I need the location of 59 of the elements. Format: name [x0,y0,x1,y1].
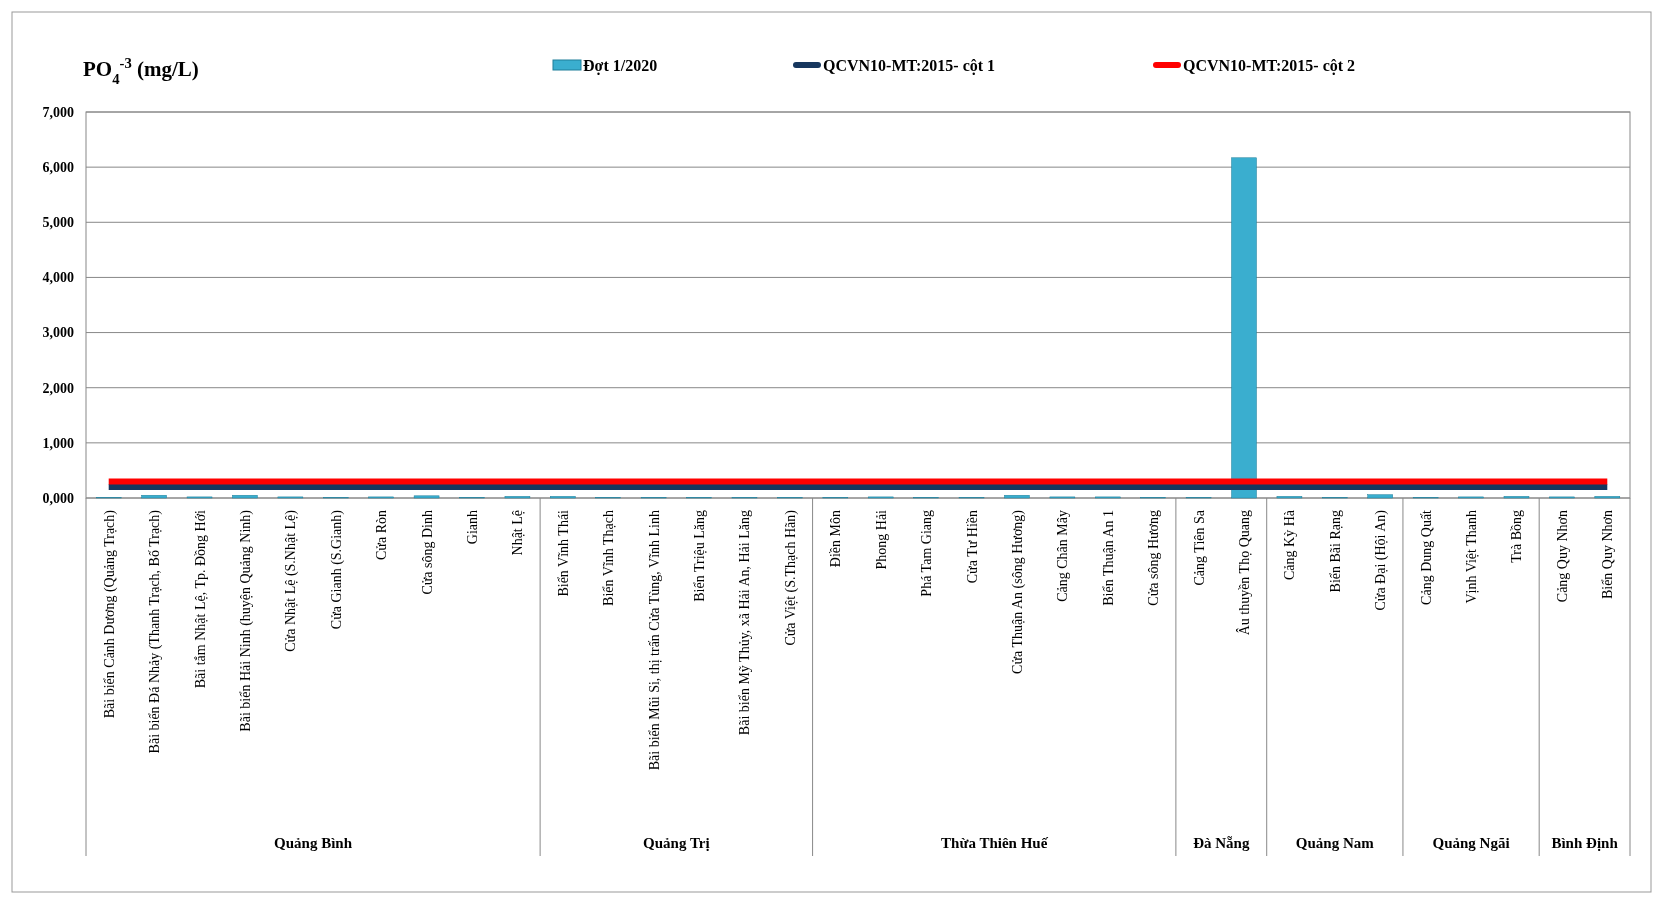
legend-label: QCVN10-MT:2015- cột 2 [1183,57,1356,75]
y-tick-label: 3,000 [42,325,74,341]
y-tick-label: 4,000 [42,270,74,286]
x-tick-label: Vịnh Việt Thanh [1464,510,1480,604]
text: Quảng Bình [274,835,353,851]
x-tick-label: Cửa sông Hương [1146,510,1162,606]
x-tick-label: Cửa Ròn [374,510,390,560]
x-tick-label: Cảng Chân Mây [1055,510,1071,602]
text: Bình Định [1551,835,1619,851]
x-tick-label: Điền Môn [828,510,844,568]
bar [1231,157,1257,499]
y-tick-label: 0,000 [42,490,74,506]
text: Quảng Trị [643,835,710,851]
x-tick-label: Gianh [465,510,480,545]
bar [141,494,167,499]
x-tick-label: Trà Bồng [1509,510,1525,563]
chart-title: PO$_{4}$$^{-3}$ (mg/L) [83,55,199,87]
x-tick-label: Bãi biển Hải Ninh (huyện Quảng Ninh) [237,509,254,732]
x-tick-label: Biển Triệu Lăng [692,510,708,602]
x-tick-label: Bãi biển Cảnh Dương (Quảng Trạch) [101,509,118,719]
y-tick-label: 1,000 [42,435,74,451]
bar [232,494,258,499]
text: Thừa Thiên Huế [941,835,1049,851]
legend-label: QCVN10-MT:2015- cột 1 [823,57,996,75]
x-tick-label: Âu thuyền Thọ Quang [1236,510,1252,636]
x-tick-label: Bãi biển Đá Nhảy (Thanh Trạch, Bố Trạch) [147,509,164,754]
x-tick-label: Cửa Gianh (S.Gianh) [328,509,345,630]
x-tick-label: Cảng Quy Nhơn [1554,510,1570,603]
x-tick-label: Cửa Nhật Lệ (S.Nhật Lệ) [283,509,300,652]
x-tick-label: Cửa sông Dinh [419,510,435,595]
text: Quảng Nam [1295,835,1375,851]
x-tick-label: Bãi biển Mũi Si, thị trấn Cửa Tùng, Vĩnh Linh [646,510,662,771]
x-tick-label: Cửa Việt (S.Thạch Hãn) [782,509,799,646]
x-tick-label: Cửa Đại (Hội An) [1373,509,1390,611]
x-tick-label: Biển Quy Nhơn [1600,510,1616,600]
x-tick-label: Biển Thuận An 1 [1100,510,1116,606]
y-tick-label: 7,000 [42,104,74,120]
x-tick-label: Phá Tam Giang [919,510,935,597]
y-tick-label: 6,000 [42,160,74,176]
y-tick-label: 5,000 [42,215,74,231]
x-tick-label: Biển Bãi Rạng [1327,510,1343,593]
x-tick-label: Nhật Lệ [510,510,526,556]
x-tick-label: Phong Hải [873,509,889,570]
y-tick-label: 2,000 [42,380,74,396]
x-tick-label: Cửa Thuận An (sông Hương) [1009,509,1026,674]
x-tick-label: Cửa Tư Hiền [964,510,980,584]
legend-label: Đợt 1/2020 [583,57,658,75]
x-tick-label: Cảng Kỳ Hà [1282,509,1298,580]
bar [1367,494,1393,499]
x-tick-label: Bãi biển Mỹ Thủy, xã Hải An, Hải Lăng [737,510,753,736]
x-tick-label: Cảng Tiên Sa [1191,509,1207,586]
x-tick-label: Cảng Dung Quất [1418,509,1434,605]
x-tick-label: Bãi tắm Nhật Lệ, Tp. Đồng Hới [192,509,208,689]
x-tick-label: Biển Vĩnh Thạch [601,510,617,606]
bar [1004,494,1030,499]
text: Đà Nẵng [1193,835,1250,851]
x-tick-label: Biển Vĩnh Thái [555,509,571,597]
bar [413,495,440,499]
text: Quảng Ngãi [1432,835,1510,851]
